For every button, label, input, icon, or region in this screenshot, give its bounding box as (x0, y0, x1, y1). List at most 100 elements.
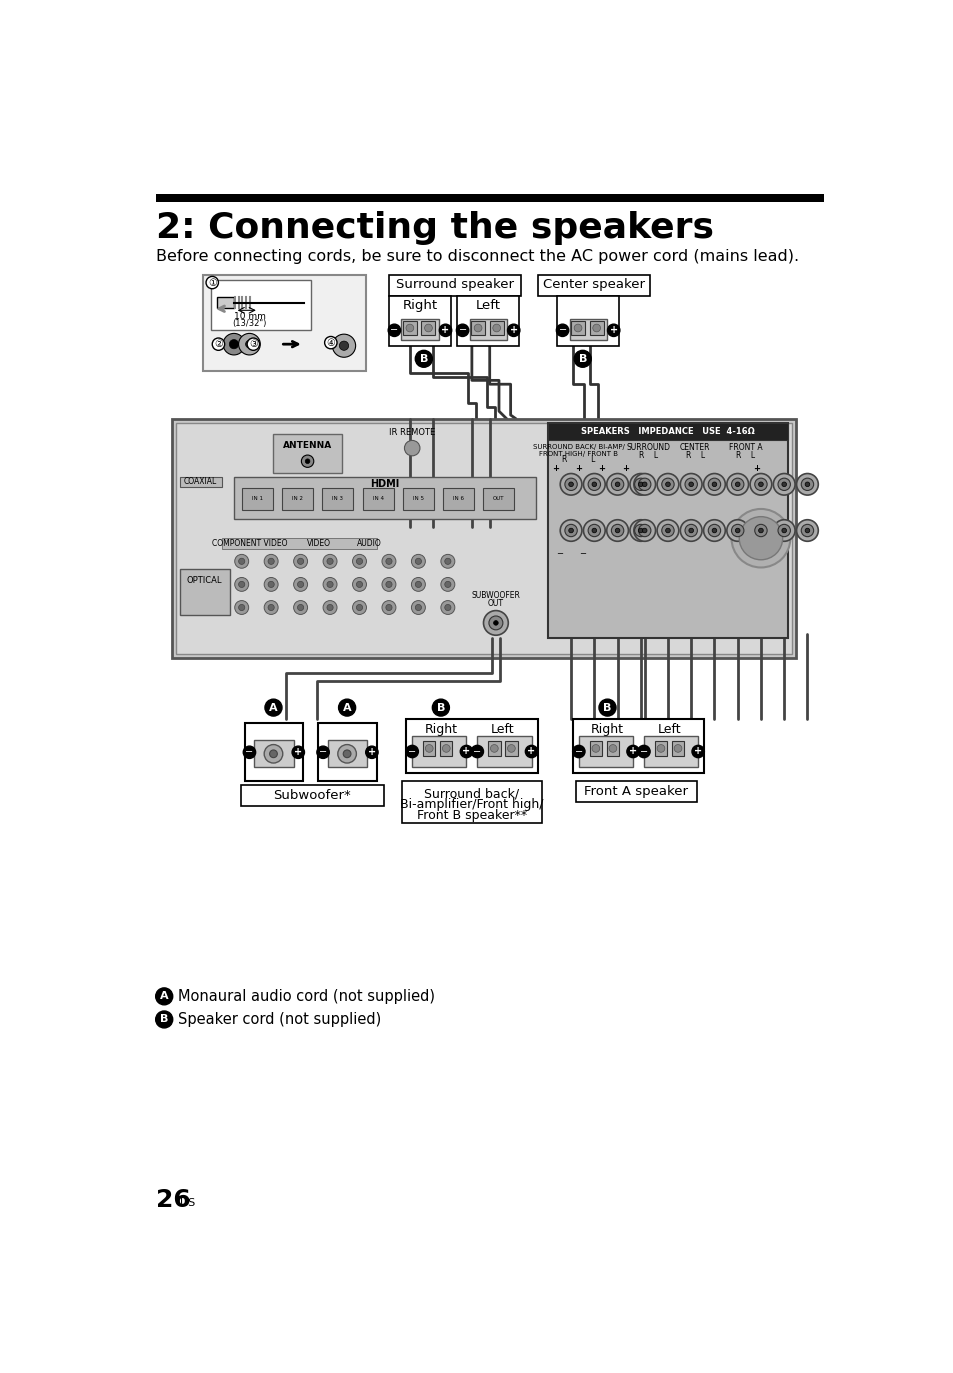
Circle shape (615, 482, 619, 486)
Bar (362, 489, 394, 509)
Circle shape (440, 555, 455, 568)
Bar (443, 489, 474, 509)
Circle shape (440, 600, 455, 615)
Bar (471, 321, 484, 335)
Text: ③: ③ (249, 339, 257, 349)
Circle shape (657, 474, 679, 496)
Circle shape (339, 341, 348, 350)
Text: +: + (628, 747, 637, 757)
Text: IN 5: IN 5 (413, 497, 423, 501)
Circle shape (801, 478, 813, 490)
Text: SUBWOOFER: SUBWOOFER (471, 592, 519, 600)
Circle shape (684, 478, 697, 490)
Circle shape (442, 744, 450, 752)
Circle shape (353, 555, 366, 568)
Circle shape (587, 524, 599, 537)
Circle shape (332, 334, 355, 357)
Circle shape (633, 520, 655, 541)
Text: 2: Connecting the speakers: 2: Connecting the speakers (155, 211, 713, 244)
Circle shape (559, 520, 581, 541)
Bar (456, 295, 518, 346)
Circle shape (327, 581, 333, 588)
Circle shape (493, 621, 497, 625)
Text: Bi-amplifier/Front high/: Bi-amplifier/Front high/ (399, 798, 543, 811)
Bar (216, 297, 233, 308)
Circle shape (264, 744, 282, 763)
Circle shape (568, 529, 573, 533)
Circle shape (735, 529, 740, 533)
Text: B: B (602, 703, 611, 713)
Circle shape (294, 600, 307, 615)
Text: SURROUND BACK/ BI-AMP/: SURROUND BACK/ BI-AMP/ (533, 445, 624, 450)
Circle shape (264, 600, 278, 615)
Bar (412, 736, 466, 768)
Circle shape (638, 478, 650, 490)
Circle shape (657, 520, 679, 541)
Circle shape (641, 529, 646, 533)
Circle shape (323, 600, 336, 615)
Text: OPTICAL: OPTICAL (187, 577, 222, 585)
Circle shape (804, 482, 809, 486)
Circle shape (796, 520, 818, 541)
Text: Surround speaker: Surround speaker (395, 279, 514, 291)
Circle shape (247, 338, 259, 350)
Bar (505, 740, 517, 757)
Circle shape (781, 482, 785, 486)
Circle shape (268, 581, 274, 588)
Bar (571, 321, 584, 335)
Circle shape (691, 746, 703, 758)
Circle shape (707, 478, 720, 490)
Circle shape (415, 604, 421, 611)
Bar (179, 476, 222, 487)
Circle shape (674, 744, 681, 752)
Circle shape (606, 474, 628, 496)
Circle shape (749, 474, 771, 496)
Circle shape (525, 746, 537, 758)
Circle shape (556, 324, 568, 336)
Bar (233, 476, 536, 519)
Text: Left: Left (491, 724, 515, 736)
Circle shape (688, 529, 693, 533)
Circle shape (206, 276, 218, 288)
Circle shape (238, 581, 245, 588)
Circle shape (637, 746, 649, 758)
Bar (578, 736, 633, 768)
Text: AUDIO: AUDIO (356, 540, 381, 548)
Circle shape (615, 529, 619, 533)
Circle shape (385, 559, 392, 564)
Circle shape (234, 600, 249, 615)
Circle shape (679, 474, 701, 496)
Circle shape (796, 474, 818, 496)
Circle shape (583, 474, 604, 496)
Circle shape (292, 746, 304, 758)
Circle shape (327, 604, 333, 611)
Text: R    L: R L (685, 450, 704, 460)
Circle shape (381, 600, 395, 615)
Circle shape (804, 529, 809, 533)
Circle shape (688, 482, 693, 486)
Circle shape (155, 1011, 172, 1028)
Bar (318, 724, 376, 781)
Text: +: + (753, 464, 760, 474)
Circle shape (365, 746, 377, 758)
Circle shape (406, 746, 418, 758)
Text: +: + (694, 747, 701, 757)
Circle shape (707, 524, 720, 537)
Circle shape (268, 559, 274, 564)
Bar (547, 423, 787, 439)
Circle shape (607, 324, 619, 336)
Text: Right: Right (424, 724, 456, 736)
Circle shape (343, 750, 351, 758)
Text: SPEAKERS   IMPEDANCE   USE  4-16Ω: SPEAKERS IMPEDANCE USE 4-16Ω (580, 427, 754, 435)
Circle shape (356, 559, 362, 564)
Text: COAXIAL: COAXIAL (184, 478, 217, 486)
Text: ④: ④ (326, 338, 335, 347)
Text: −: − (390, 325, 398, 335)
Text: HDMI: HDMI (370, 479, 399, 489)
Circle shape (459, 746, 472, 758)
Circle shape (234, 578, 249, 592)
Circle shape (711, 482, 716, 486)
Text: −: − (639, 747, 647, 757)
Bar (476, 736, 531, 768)
Circle shape (726, 474, 748, 496)
